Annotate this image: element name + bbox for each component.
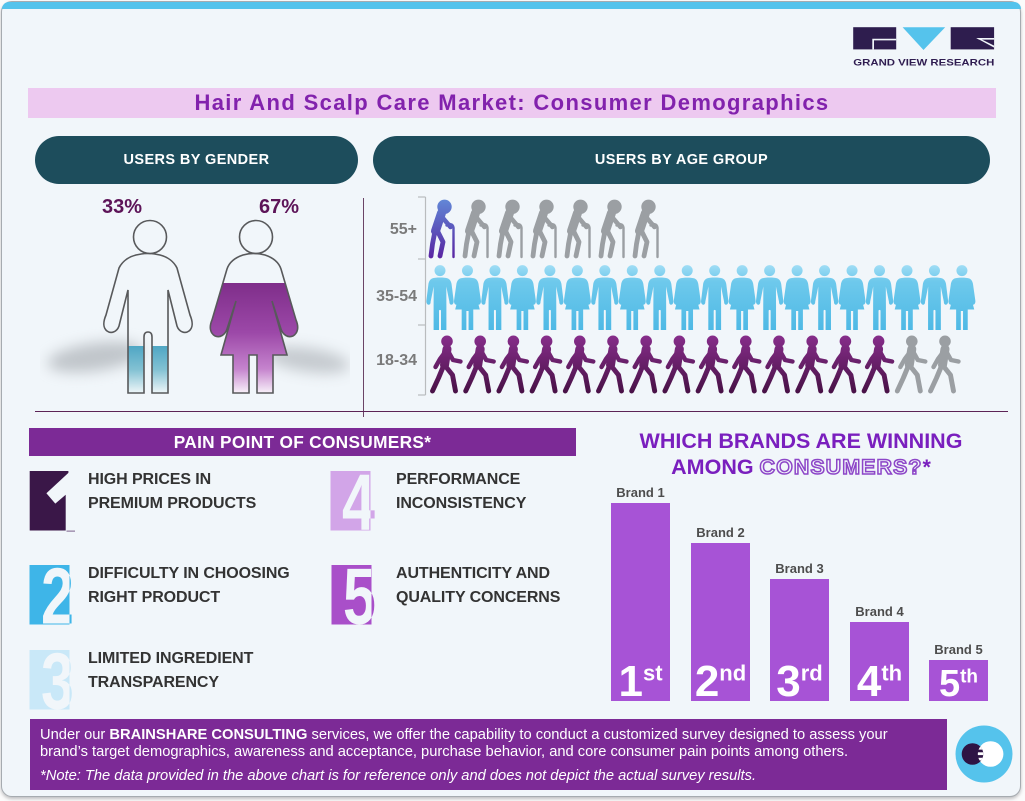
svg-text:5: 5 — [343, 563, 376, 631]
svg-text:5: 5 — [343, 563, 376, 631]
svg-text:3: 3 — [41, 648, 74, 716]
svg-text:GRAND VIEW RESEARCH: GRAND VIEW RESEARCH — [853, 58, 994, 69]
svg-text:3: 3 — [41, 648, 74, 716]
svg-text:4: 4 — [342, 469, 375, 537]
svg-text:2: 2 — [41, 563, 74, 631]
svg-text:2: 2 — [41, 563, 74, 631]
svg-text:4: 4 — [342, 469, 375, 537]
